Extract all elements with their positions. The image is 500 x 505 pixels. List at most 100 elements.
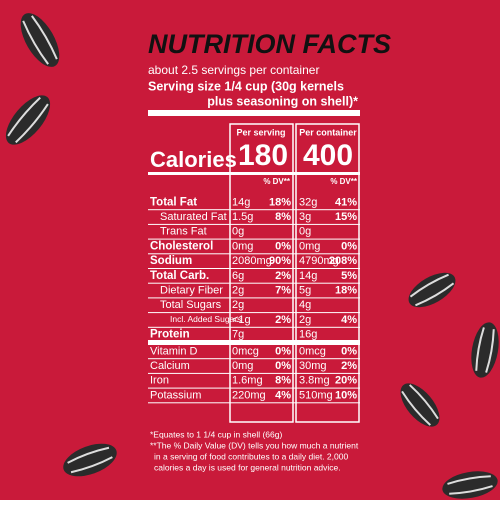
calories-value: 180 xyxy=(238,139,288,172)
title: NUTRITION FACTS xyxy=(148,29,391,59)
amount: 510mg xyxy=(299,389,333,401)
amount: 4g xyxy=(299,299,311,311)
servings: about 2.5 servings per container xyxy=(148,63,319,77)
row-rule xyxy=(148,282,360,284)
amount: 32g xyxy=(299,196,317,208)
amount: 0g xyxy=(299,226,311,238)
nutrient-name: Incl. Added Sugars xyxy=(170,314,241,324)
daily-value: 41% xyxy=(335,196,357,208)
serving-size: Serving size 1/4 cup (30g kernels xyxy=(148,79,344,93)
daily-value: 20% xyxy=(335,375,357,387)
daily-value: 0% xyxy=(275,240,291,252)
column-box xyxy=(229,123,294,423)
daily-value: 18% xyxy=(269,196,291,208)
amount: 30mg xyxy=(299,360,327,372)
row-rule xyxy=(148,223,360,225)
amount: 14g xyxy=(232,196,250,208)
amount: 0mg xyxy=(232,240,253,252)
amount: 220mg xyxy=(232,389,266,401)
daily-value: 10% xyxy=(335,389,357,401)
seeds xyxy=(5,13,499,499)
daily-value: 2% xyxy=(275,314,291,326)
nutrient-name: Total Fat xyxy=(150,196,197,208)
daily-value: 8% xyxy=(275,211,291,223)
daily-value: 4% xyxy=(275,389,291,401)
nutrient-rows: Total Fat 14g 18% 32g 41% Saturated Fat 1.5g 8%… xyxy=(148,196,360,404)
nutrient-name: Protein xyxy=(150,329,190,341)
amount: 4790mg xyxy=(299,255,339,267)
amount: 6g xyxy=(232,270,244,282)
nutrient-name: Potassium xyxy=(150,389,201,401)
row-rule xyxy=(148,209,360,211)
daily-value: 208% xyxy=(329,255,357,267)
amount: 0mg xyxy=(299,240,320,252)
daily-value: 8% xyxy=(275,375,291,387)
daily-value: 2% xyxy=(275,270,291,282)
amount: 1.6mg xyxy=(232,375,263,387)
nutrient-name: Cholesterol xyxy=(150,240,213,252)
footnote: in a serving of food contributes to a da… xyxy=(154,451,348,461)
amount: 5g xyxy=(299,284,311,296)
amount: 0mg xyxy=(232,360,253,372)
amount: 3.8mg xyxy=(299,375,330,387)
column-header: Per container xyxy=(299,127,357,137)
daily-value: 5% xyxy=(341,270,357,282)
nutrient-name: Calcium xyxy=(150,360,190,372)
row-rule xyxy=(148,358,360,360)
amount: 7g xyxy=(232,329,244,341)
amount: 14g xyxy=(299,270,317,282)
amount: 0mcg xyxy=(232,345,259,357)
daily-value: 15% xyxy=(335,211,357,223)
dv-header: % DV** xyxy=(330,177,358,186)
row-rule xyxy=(148,268,360,269)
nutrient-name: Trans Fat xyxy=(160,226,207,238)
footnote: *Equates to 1 1/4 cup in shell (66g) xyxy=(150,429,282,439)
nutrient-name: Vitamin D xyxy=(150,345,198,357)
row-rule xyxy=(148,402,360,404)
amount: 2g xyxy=(232,284,244,296)
daily-value: 0% xyxy=(275,360,291,372)
row-rule xyxy=(148,312,360,314)
daily-value: 0% xyxy=(341,345,357,357)
amount: 16g xyxy=(299,329,317,341)
nutrient-name: Dietary Fiber xyxy=(160,284,223,296)
row-rule xyxy=(148,372,360,374)
rule xyxy=(148,172,360,175)
dv-header: % DV** xyxy=(263,177,291,186)
amount: <1g xyxy=(232,314,251,326)
nutrient-name: Sodium xyxy=(150,255,192,267)
daily-value: 2% xyxy=(341,360,357,372)
calories-label: Calories xyxy=(150,147,237,172)
amount: 0mcg xyxy=(299,345,326,357)
footnote: **The % Daily Value (DV) tells you how m… xyxy=(150,440,359,450)
row-rule xyxy=(148,253,360,255)
amount: 1.5g xyxy=(232,211,253,223)
daily-value: 18% xyxy=(335,284,357,296)
column-box xyxy=(295,123,360,423)
footnotes: *Equates to 1 1/4 cup in shell (66g)**Th… xyxy=(150,429,359,472)
column-header: Per serving xyxy=(236,127,285,137)
daily-value: 0% xyxy=(341,240,357,252)
nutrient-name: Saturated Fat xyxy=(160,211,227,223)
row-rule xyxy=(148,238,360,240)
daily-value: 90% xyxy=(269,255,291,267)
row-rule xyxy=(148,326,360,328)
serving-size: plus seasoning on shell)* xyxy=(207,94,358,108)
amount: 3g xyxy=(299,211,311,223)
daily-value: 0% xyxy=(275,345,291,357)
row-rule xyxy=(148,340,360,345)
row-rule xyxy=(148,297,360,299)
amount: 2g xyxy=(232,299,244,311)
amount: 0g xyxy=(232,226,244,238)
amount: 2g xyxy=(299,314,311,326)
thick-rule xyxy=(148,110,360,116)
amount: 2080mg xyxy=(232,255,272,267)
footnote: calories a day is used for general nutri… xyxy=(154,462,341,472)
daily-value: 7% xyxy=(275,284,291,296)
calories-value: 400 xyxy=(303,139,353,172)
daily-value: 4% xyxy=(341,314,357,326)
nutrient-name: Iron xyxy=(150,375,169,387)
row-rule xyxy=(148,387,360,389)
nutrient-name: Total Carb. xyxy=(150,270,209,282)
